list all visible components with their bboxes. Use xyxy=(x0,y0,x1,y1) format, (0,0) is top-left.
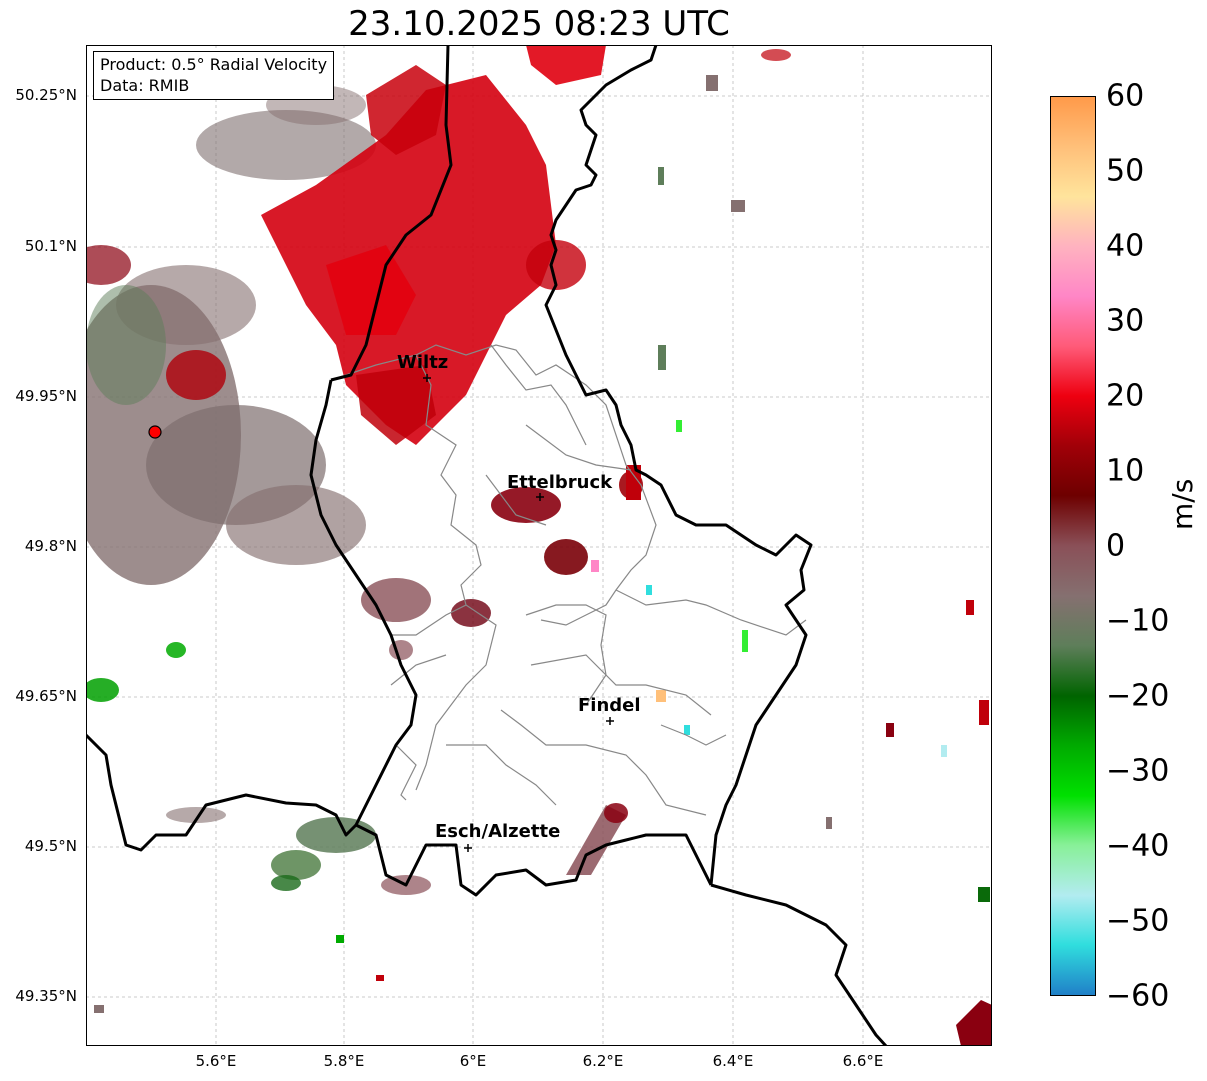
x-tick-label: 5.8°E xyxy=(323,1052,365,1070)
colorbar xyxy=(1050,96,1096,996)
colorbar-unit-label: m/s xyxy=(1166,478,1199,530)
city-markers xyxy=(423,374,614,852)
city-label-wiltz: Wiltz xyxy=(397,352,448,373)
colorbar-tick-label: −50 xyxy=(1106,903,1170,939)
radar-echoes xyxy=(86,45,992,1046)
x-tick-label: 6°E xyxy=(459,1052,487,1070)
colorbar-tick-label: 40 xyxy=(1106,228,1145,264)
x-tick-label: 6.6°E xyxy=(842,1052,884,1070)
x-tick-label: 6.4°E xyxy=(712,1052,754,1070)
city-label-esch-alzette: Esch/Alzette xyxy=(435,821,560,842)
country-borders xyxy=(86,45,888,1046)
city-label-ettelbruck: Ettelbruck xyxy=(507,472,613,493)
colorbar-tick-label: −60 xyxy=(1106,978,1170,1014)
colorbar-tick-label: 50 xyxy=(1106,153,1145,189)
y-tick-label: 49.35°N xyxy=(15,987,77,1005)
product-label: Product: 0.5° Radial Velocity xyxy=(100,55,328,74)
y-tick-label: 49.8°N xyxy=(24,537,77,555)
radar-map[interactable]: Wiltz Ettelbruck Findel Esch/Alzette xyxy=(86,45,992,1046)
y-tick-label: 49.65°N xyxy=(15,687,77,705)
radar-site-marker xyxy=(148,425,162,439)
colorbar-tick-label: −10 xyxy=(1106,603,1170,639)
colorbar-tick-label: −30 xyxy=(1106,753,1170,789)
x-tick-label: 6.2°E xyxy=(582,1052,624,1070)
map-border xyxy=(86,45,992,1046)
product-info-box: Product: 0.5° Radial Velocity Data: RMIB xyxy=(93,51,335,100)
map-frame[interactable]: Wiltz Ettelbruck Findel Esch/Alzette xyxy=(86,45,992,1046)
colorbar-tick-label: 0 xyxy=(1106,528,1126,564)
y-tick-label: 50.25°N xyxy=(15,86,77,104)
y-tick-label: 49.5°N xyxy=(24,837,77,855)
x-tick-label: 5.6°E xyxy=(195,1052,237,1070)
data-source-label: Data: RMIB xyxy=(100,76,190,95)
y-tick-label: 50.1°N xyxy=(24,237,77,255)
commune-boundaries xyxy=(330,344,807,816)
colorbar-tick-label: 60 xyxy=(1106,78,1145,114)
city-label-findel: Findel xyxy=(578,695,641,716)
colorbar-tick-label: 10 xyxy=(1106,453,1145,489)
colorbar-tick-label: 20 xyxy=(1106,378,1145,414)
map-title: 23.10.2025 08:23 UTC xyxy=(348,4,730,44)
colorbar-tick-label: −20 xyxy=(1106,678,1170,714)
colorbar-tick-label: −40 xyxy=(1106,828,1170,864)
y-tick-label: 49.95°N xyxy=(15,387,77,405)
colorbar-tick-label: 30 xyxy=(1106,303,1145,339)
